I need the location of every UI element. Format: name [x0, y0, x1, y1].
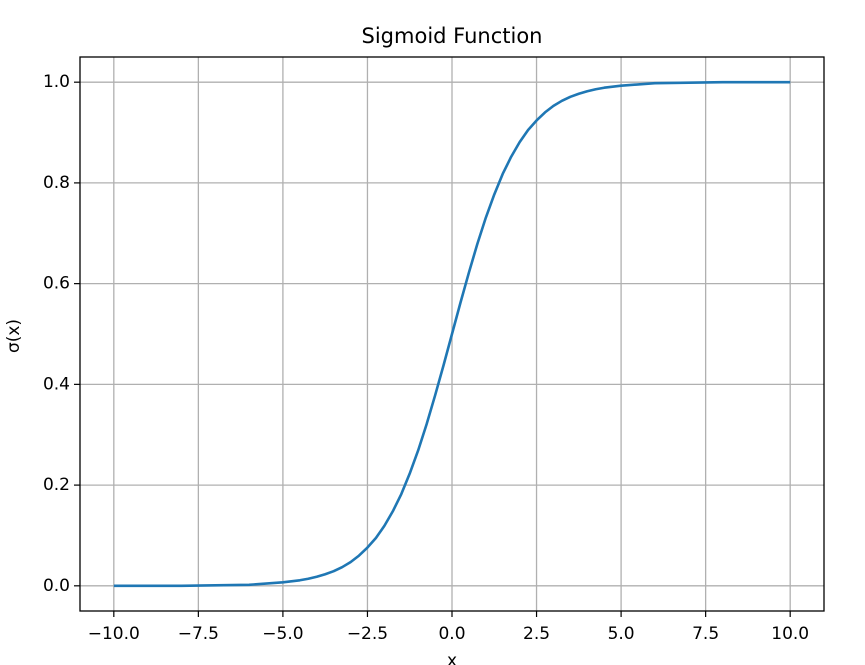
- x-tick-label: 5.0: [608, 624, 635, 644]
- y-tick-label: 0.6: [43, 274, 70, 294]
- y-axis-label: σ(x): [4, 319, 24, 353]
- x-axis-label: x: [447, 651, 457, 665]
- chart-title: Sigmoid Function: [362, 24, 543, 48]
- x-tick-label: −2.5: [347, 624, 388, 644]
- y-tick-label: 1.0: [43, 72, 70, 92]
- x-tick-label: 2.5: [523, 624, 550, 644]
- x-tick-label: −7.5: [178, 624, 219, 644]
- x-tick-label: −5.0: [262, 624, 303, 644]
- y-tick-label: 0.2: [43, 475, 70, 495]
- sigmoid-line: [113, 80, 791, 588]
- x-tick-label: −10.0: [88, 624, 140, 644]
- y-tick-label: 0.0: [43, 576, 70, 596]
- y-tick-label: 0.8: [43, 173, 70, 193]
- y-tick-label: 0.4: [43, 374, 70, 394]
- x-tick-label: 7.5: [692, 624, 719, 644]
- x-tick-label: 0.0: [438, 624, 465, 644]
- plot-frame: [79, 56, 825, 612]
- x-tick-label: 10.0: [771, 624, 809, 644]
